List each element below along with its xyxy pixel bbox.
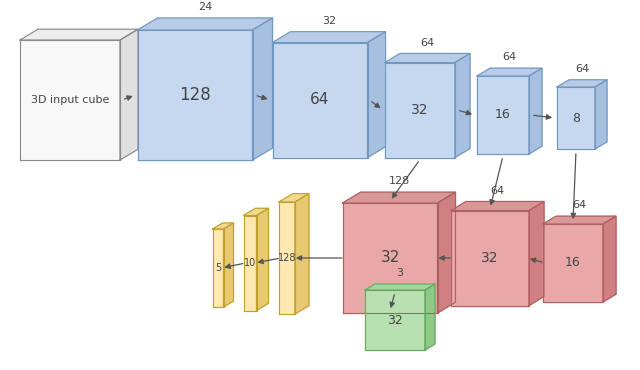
- Polygon shape: [295, 194, 309, 314]
- Text: 64: 64: [490, 185, 504, 195]
- Polygon shape: [243, 208, 269, 215]
- Polygon shape: [138, 30, 253, 160]
- Polygon shape: [212, 223, 234, 229]
- Polygon shape: [342, 203, 438, 313]
- Polygon shape: [451, 202, 544, 211]
- Polygon shape: [477, 68, 542, 76]
- Polygon shape: [212, 229, 223, 307]
- Polygon shape: [365, 290, 425, 350]
- Polygon shape: [279, 194, 309, 202]
- Text: 32: 32: [322, 16, 336, 26]
- Text: 64: 64: [572, 200, 587, 210]
- Polygon shape: [257, 208, 269, 310]
- Text: 5: 5: [215, 263, 221, 273]
- Polygon shape: [367, 32, 385, 158]
- Text: 3: 3: [397, 268, 403, 278]
- Polygon shape: [138, 18, 273, 30]
- Polygon shape: [365, 284, 435, 290]
- Polygon shape: [438, 192, 456, 313]
- Text: 32: 32: [387, 313, 403, 326]
- Polygon shape: [543, 224, 603, 302]
- Text: 10: 10: [244, 258, 256, 268]
- Text: 64: 64: [575, 64, 589, 74]
- Text: 64: 64: [420, 37, 435, 47]
- Text: 128: 128: [278, 253, 296, 263]
- Text: 8: 8: [572, 111, 580, 124]
- Polygon shape: [279, 202, 295, 314]
- Polygon shape: [253, 18, 273, 160]
- Text: 16: 16: [565, 256, 581, 269]
- Text: 32: 32: [481, 251, 499, 265]
- Polygon shape: [273, 43, 367, 158]
- Text: 16: 16: [495, 108, 511, 121]
- Polygon shape: [20, 40, 120, 160]
- Polygon shape: [477, 76, 529, 154]
- Polygon shape: [543, 216, 616, 224]
- Polygon shape: [342, 192, 456, 203]
- Text: 32: 32: [380, 250, 400, 266]
- Polygon shape: [595, 80, 607, 149]
- Polygon shape: [243, 215, 257, 310]
- Polygon shape: [529, 68, 542, 154]
- Polygon shape: [557, 87, 595, 149]
- Polygon shape: [20, 29, 138, 40]
- Polygon shape: [385, 63, 455, 158]
- Text: 32: 32: [412, 103, 429, 117]
- Text: 3D input cube: 3D input cube: [31, 95, 109, 105]
- Polygon shape: [273, 32, 385, 43]
- Polygon shape: [425, 284, 435, 350]
- Polygon shape: [603, 216, 616, 302]
- Text: 64: 64: [502, 52, 516, 62]
- Polygon shape: [223, 223, 234, 307]
- Text: 64: 64: [310, 92, 330, 108]
- Polygon shape: [451, 211, 529, 306]
- Text: 24: 24: [198, 2, 212, 12]
- Polygon shape: [529, 202, 544, 306]
- Text: 128: 128: [179, 86, 211, 104]
- Polygon shape: [120, 29, 138, 160]
- Polygon shape: [455, 54, 470, 158]
- Polygon shape: [557, 80, 607, 87]
- Text: 128: 128: [388, 176, 410, 186]
- Polygon shape: [385, 54, 470, 63]
